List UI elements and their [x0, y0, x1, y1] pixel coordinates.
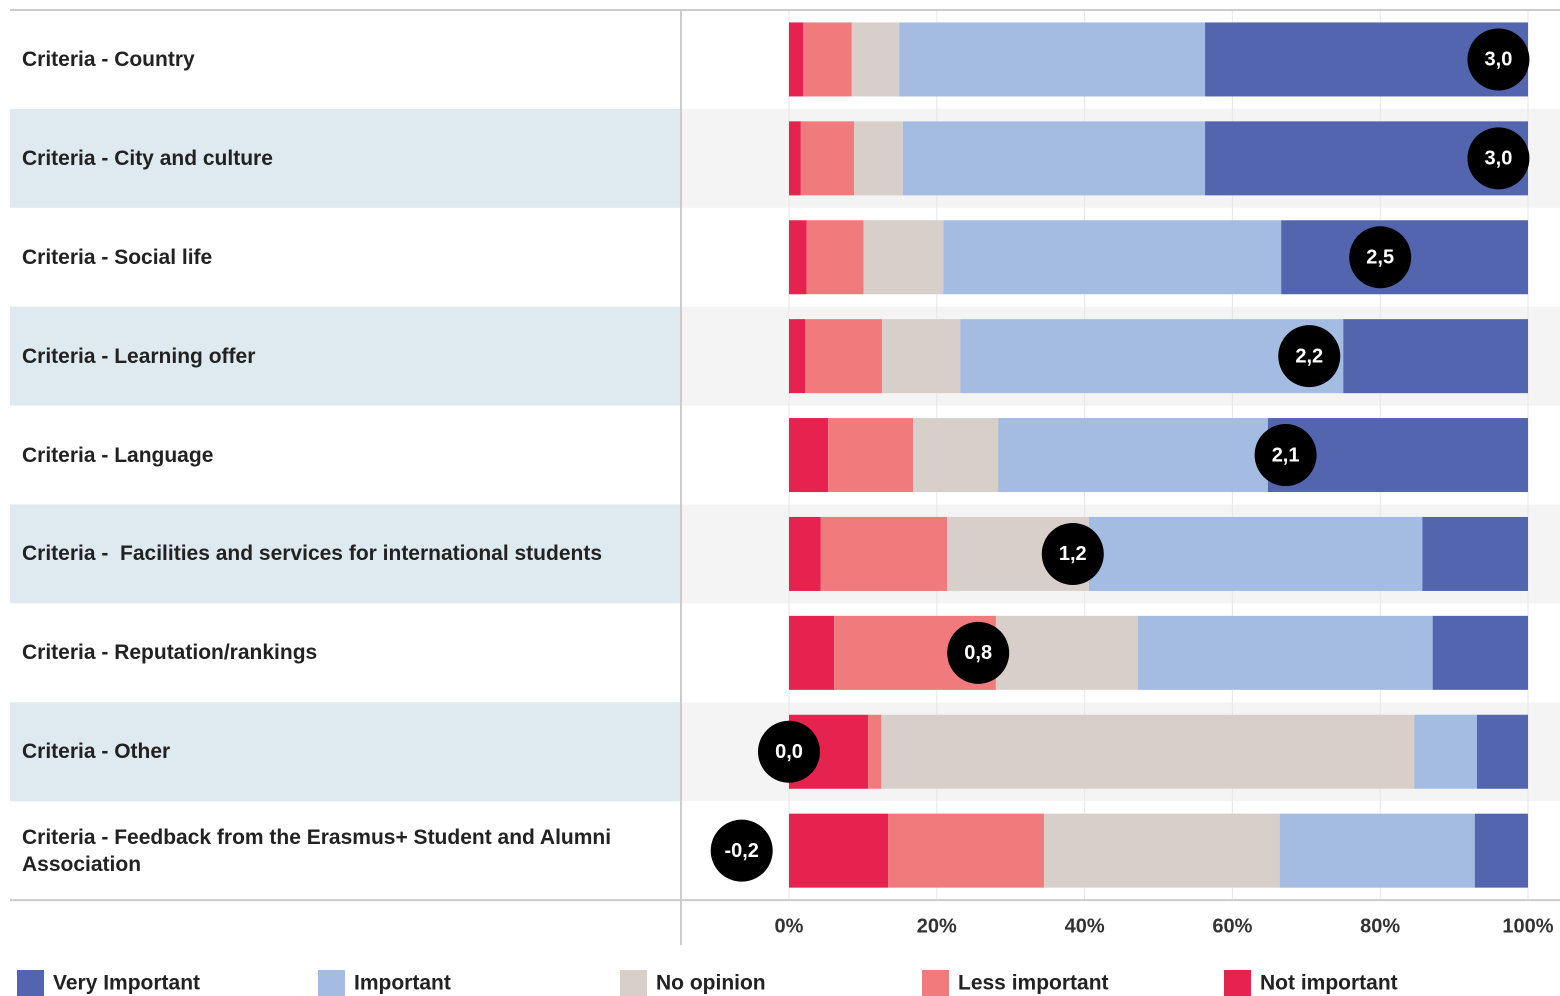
- bar-segment: [998, 418, 1268, 493]
- bar-segment: [1422, 516, 1528, 591]
- bar-segment: [1089, 516, 1423, 591]
- score-marker: [1254, 424, 1317, 487]
- bar-segment: [902, 121, 1206, 196]
- x-tick-label: 80%: [1360, 915, 1400, 937]
- score-label: 3,0: [1485, 148, 1513, 170]
- row-band: [10, 504, 681, 604]
- bar-segment: [882, 319, 961, 394]
- bar-segment: [789, 615, 835, 690]
- row-band: [10, 306, 681, 406]
- x-tick-label: 40%: [1065, 915, 1105, 937]
- x-tick-label: 100%: [1502, 915, 1553, 937]
- bar-segment: [1343, 319, 1528, 394]
- legend-label: Not important: [1260, 972, 1398, 995]
- bar-segment: [789, 22, 804, 97]
- bar-segment: [899, 22, 1206, 97]
- score-marker: [1349, 226, 1412, 289]
- score-marker: [710, 819, 773, 882]
- legend-swatch: [922, 970, 949, 996]
- score-marker: [947, 621, 1010, 684]
- bar-segment: [854, 121, 903, 196]
- bar-segment: [868, 714, 882, 789]
- bar-segment: [805, 319, 883, 394]
- bar-segment: [1279, 813, 1475, 888]
- score-marker: [1467, 127, 1530, 190]
- bar-segment: [943, 220, 1282, 295]
- bar-segment: [1474, 813, 1528, 888]
- score-label: 0,8: [964, 642, 992, 664]
- x-tick-label: 20%: [917, 915, 957, 937]
- bar-segment: [913, 418, 999, 493]
- bar-segment: [1414, 714, 1478, 789]
- legend-swatch: [17, 970, 44, 996]
- score-label: 1,2: [1059, 543, 1087, 565]
- bar-segment: [1432, 615, 1528, 690]
- x-tick-label: 0%: [775, 915, 804, 937]
- category-label: Criteria - Learning offer: [22, 344, 256, 368]
- category-label: Criteria - City and culture: [22, 146, 273, 170]
- bar-segment: [851, 22, 900, 97]
- legend-label: Very Important: [53, 972, 200, 995]
- score-label: 2,1: [1272, 444, 1300, 466]
- score-label: -0,2: [724, 840, 758, 862]
- bar-segment: [789, 121, 801, 196]
- bar-segment: [803, 22, 852, 97]
- bar-segment: [806, 220, 864, 295]
- score-marker: [1278, 325, 1341, 388]
- row-band: [10, 108, 681, 208]
- bar-segment: [863, 220, 944, 295]
- bar-segment: [789, 220, 807, 295]
- score-label: 3,0: [1485, 49, 1513, 71]
- bar-segment: [995, 615, 1138, 690]
- bar-segment: [1477, 714, 1528, 789]
- score-label: 2,5: [1366, 247, 1394, 269]
- bar-segment: [789, 418, 829, 493]
- category-label: Criteria - Reputation/rankings: [22, 641, 318, 665]
- legend-label: Important: [354, 972, 451, 995]
- category-label: Criteria - Facilities and services for i…: [22, 542, 603, 566]
- bar-segment: [828, 418, 914, 493]
- category-label: Criteria - Country: [22, 47, 195, 71]
- category-label: Criteria - Social life: [22, 245, 213, 269]
- legend-label: No opinion: [656, 972, 766, 995]
- score-label: 0,0: [775, 741, 803, 763]
- bar-segment: [820, 516, 948, 591]
- score-marker: [1041, 522, 1104, 585]
- category-label: Criteria - Feedback from the Erasmus+ St…: [22, 825, 617, 876]
- score-label: 2,2: [1295, 345, 1323, 367]
- x-tick-label: 60%: [1212, 915, 1252, 937]
- category-label: Criteria - Other: [22, 740, 171, 764]
- bar-segment: [789, 813, 889, 888]
- row-band: [10, 702, 681, 802]
- bar-segment: [881, 714, 1415, 789]
- bar-segment: [800, 121, 855, 196]
- category-label: Criteria - Language: [22, 443, 214, 467]
- bar-segment: [1137, 615, 1433, 690]
- legend-label: Less important: [958, 972, 1109, 995]
- legend-swatch: [318, 970, 345, 996]
- bar-segment: [888, 813, 1044, 888]
- bar-segment: [1043, 813, 1280, 888]
- legend-swatch: [1224, 970, 1251, 996]
- score-marker: [758, 720, 820, 783]
- bar-segment: [789, 319, 806, 394]
- score-marker: [1467, 28, 1530, 91]
- legend-swatch: [620, 970, 647, 996]
- bar-segment: [789, 516, 821, 591]
